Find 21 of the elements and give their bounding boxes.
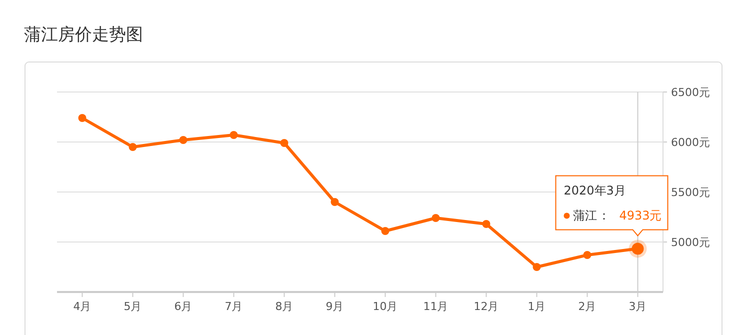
x-tick-label: 5月 bbox=[124, 300, 142, 313]
chart-title: 蒲江房价走势图 bbox=[24, 25, 143, 45]
x-tick-label: 9月 bbox=[326, 300, 344, 313]
x-tick-label: 1月 bbox=[528, 300, 546, 313]
x-tick-label: 4月 bbox=[73, 300, 92, 313]
x-tick-label: 2月 bbox=[578, 300, 596, 313]
legend-label: 蒲江 bbox=[572, 208, 597, 223]
y-tick-label: 6000元 bbox=[671, 136, 710, 149]
x-tick-label: 7月 bbox=[224, 300, 243, 313]
annotation: ： bbox=[598, 208, 610, 223]
x-tick-label: 8月 bbox=[275, 300, 294, 313]
data-label: 4933元 bbox=[619, 208, 662, 223]
x-tick-label: 6月 bbox=[174, 300, 192, 313]
x-tick-label: 10月 bbox=[372, 300, 398, 313]
y-tick-label: 5000元 bbox=[671, 236, 710, 249]
annotation: 2020年3月 bbox=[564, 184, 626, 198]
x-tick-label: 3月 bbox=[628, 300, 647, 313]
y-tick-label: 5500元 bbox=[671, 186, 710, 199]
x-tick-label: 12月 bbox=[474, 300, 499, 313]
x-tick-label: 11月 bbox=[423, 300, 448, 313]
y-tick-label: 6500元 bbox=[671, 86, 710, 99]
